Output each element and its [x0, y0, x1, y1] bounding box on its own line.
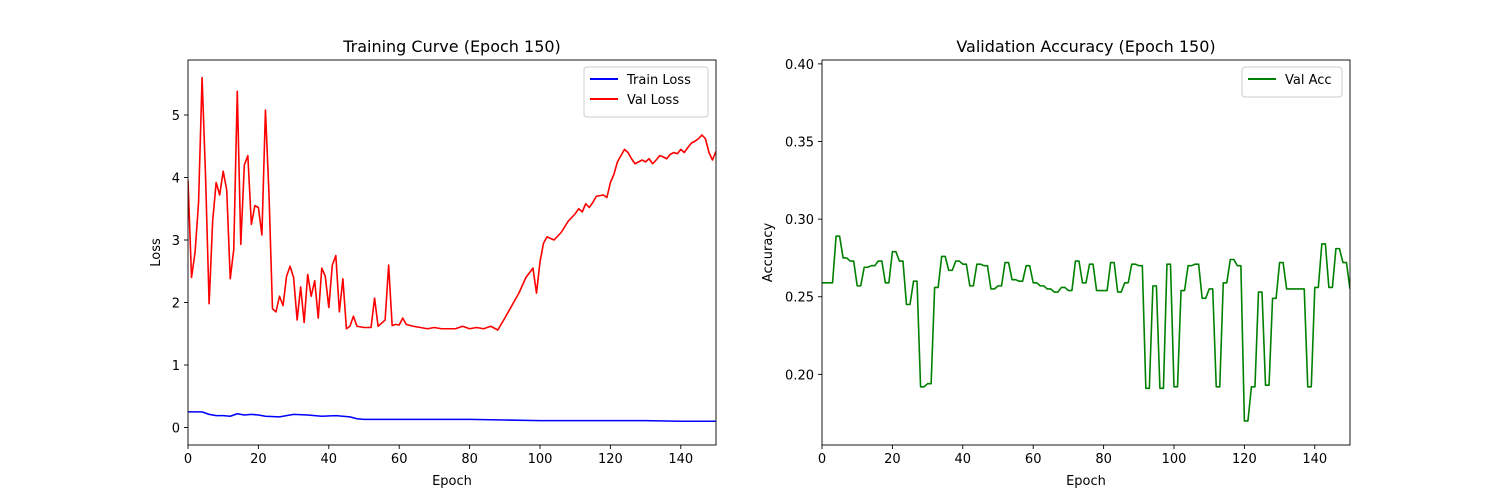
val-acc-legend-label: Val Acc	[1285, 73, 1332, 88]
y-tick-label: 5	[172, 109, 180, 124]
y-tick-label: 0.30	[785, 213, 814, 228]
train-loss-legend-label: Train Loss	[626, 73, 691, 88]
x-tick-label: 140	[668, 452, 693, 467]
y-tick-label: 0.35	[785, 136, 814, 151]
axes-frame	[821, 59, 1351, 446]
training-curve-chart: 0 20 40 60 80 100 120 140 0 1 2 3 4 5 Training Curve (…	[149, 37, 717, 489]
plot-area	[188, 76, 716, 423]
x-tick-label: 100	[528, 452, 553, 467]
x-tick-label: 80	[1095, 452, 1112, 467]
x-tick-label: 0	[818, 452, 826, 467]
y-tick-label: 0.40	[785, 58, 814, 73]
x-axis-title: Epoch	[1066, 474, 1106, 489]
val-loss-series-line	[188, 76, 716, 331]
val-loss-legend-label: Val Loss	[627, 93, 679, 108]
x-tick-label: 120	[598, 452, 623, 467]
x-tick-label: 40	[955, 452, 972, 467]
x-tick-label: 60	[1025, 452, 1042, 467]
x-tick-label: 100	[1162, 452, 1187, 467]
x-tick-label: 60	[391, 452, 408, 467]
train-loss-series-line	[188, 411, 716, 423]
y-tick-label: 0	[172, 422, 180, 437]
y-tick-label: 0.20	[785, 368, 814, 383]
legend: Train Loss Val Loss	[583, 66, 709, 118]
x-tick-label: 20	[884, 452, 901, 467]
x-tick-label: 120	[1232, 452, 1257, 467]
y-tick-label: 3	[172, 234, 180, 249]
val-acc-series-line	[822, 235, 1350, 422]
y-axis-title: Accuracy	[761, 223, 776, 283]
y-tick-label: 0.25	[785, 291, 814, 306]
axes-frame	[187, 59, 717, 446]
legend-box	[1241, 66, 1343, 98]
x-tick-label: 140	[1302, 452, 1327, 467]
plot-area	[822, 235, 1350, 422]
x-tick-label: 80	[461, 452, 478, 467]
validation-accuracy-chart: 0 20 40 60 80 100 120 140 0.20 0.25 0.30 0.35 0.40 Va…	[761, 37, 1351, 489]
y-axis-title: Loss	[149, 238, 164, 267]
y-tick-label: 4	[172, 172, 180, 187]
y-tick-label: 1	[172, 359, 180, 374]
x-tick-label: 0	[184, 452, 192, 467]
training-curve-title: Training Curve (Epoch 150)	[342, 37, 561, 56]
legend: Val Acc	[1241, 66, 1343, 98]
x-tick-label: 40	[321, 452, 338, 467]
x-axis-title: Epoch	[432, 474, 472, 489]
y-tick-label: 2	[172, 297, 180, 312]
x-tick-label: 20	[250, 452, 267, 467]
validation-accuracy-title: Validation Accuracy (Epoch 150)	[956, 37, 1215, 56]
